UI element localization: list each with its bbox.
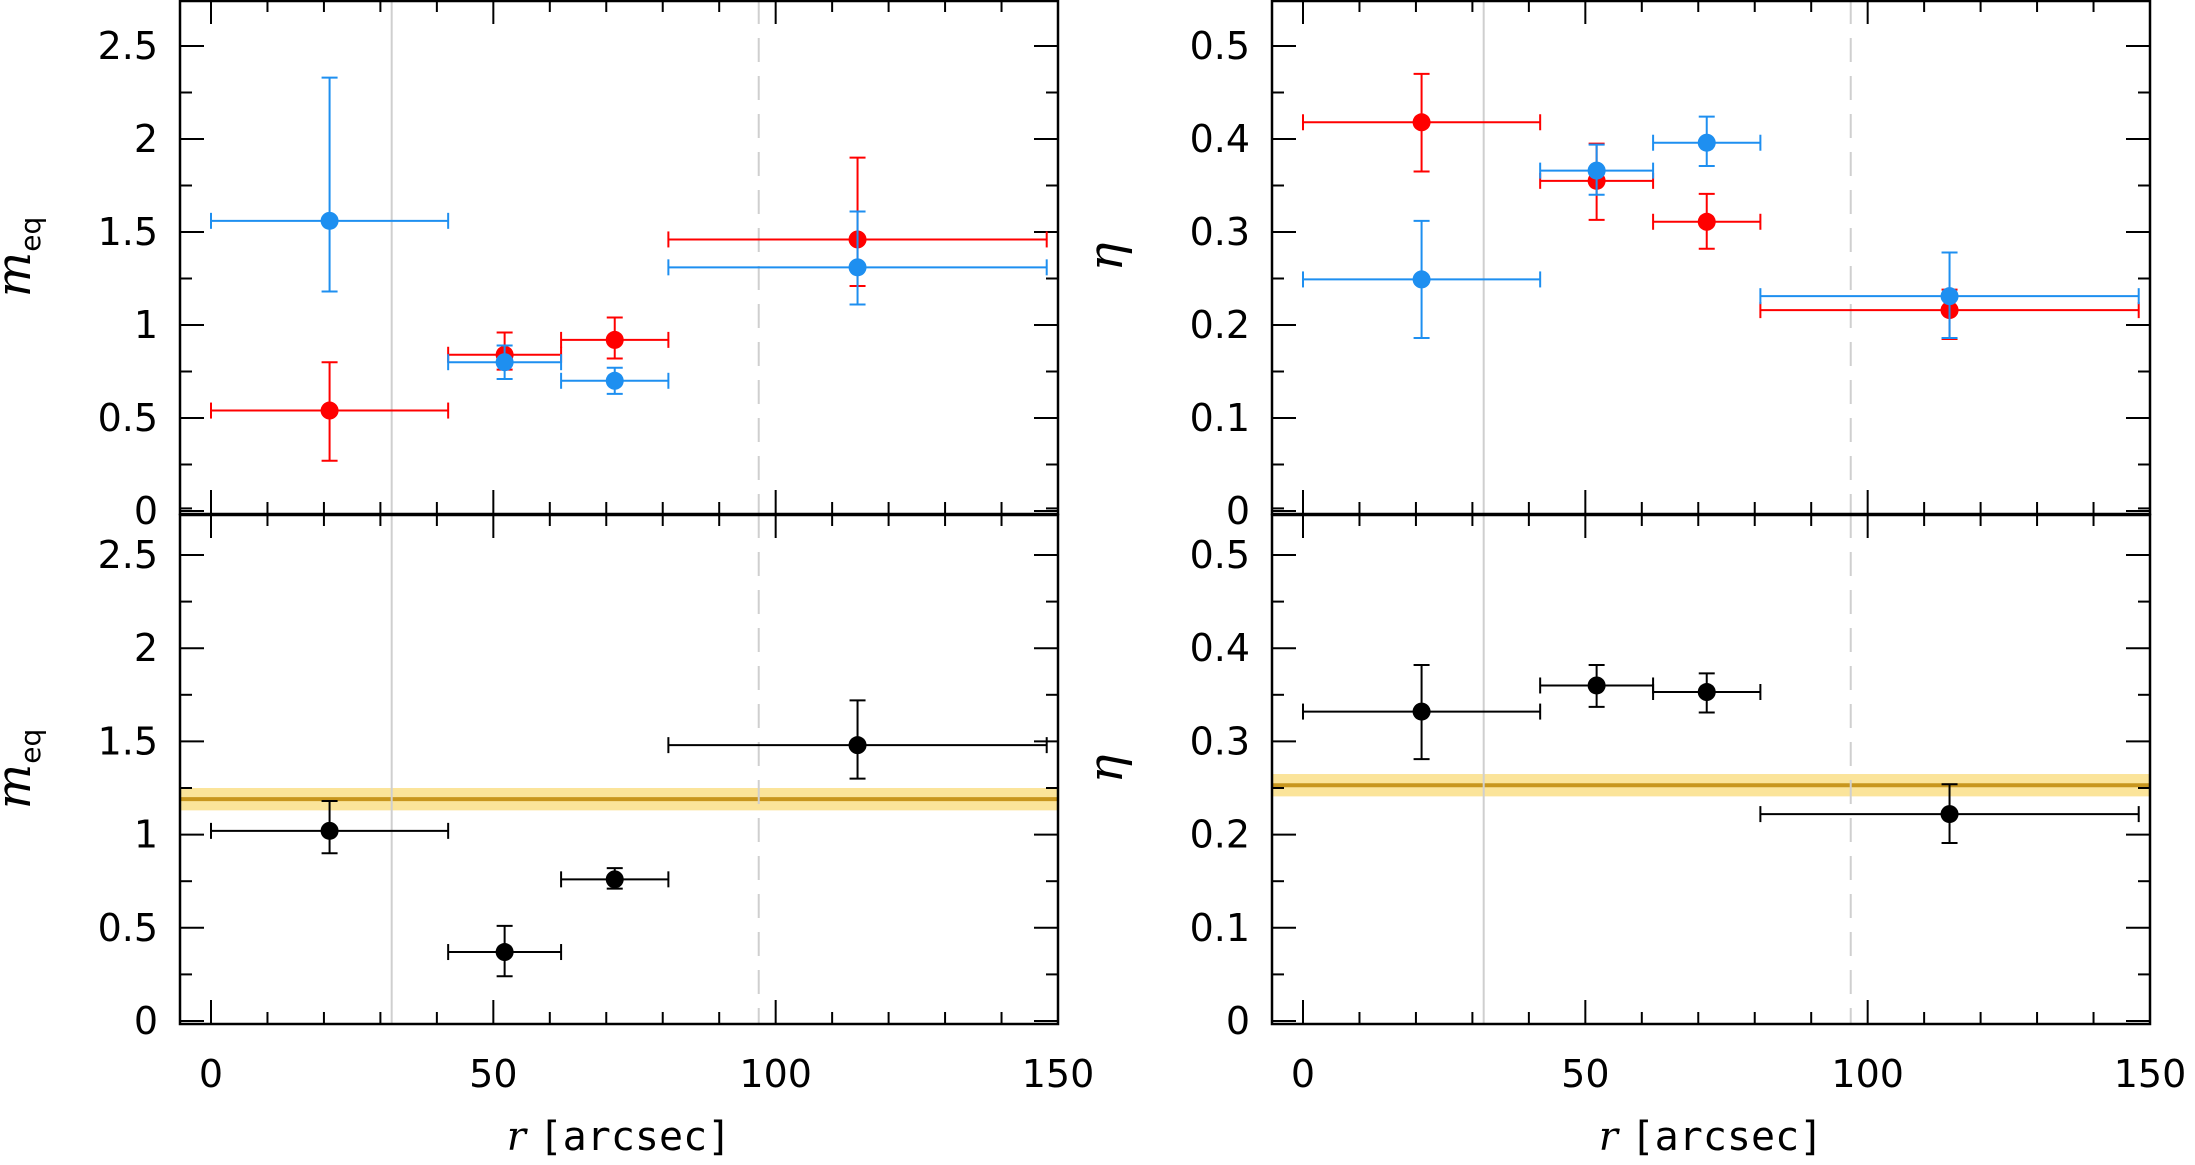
y-tick-label: 0 — [134, 999, 158, 1043]
y-tick-label: 0 — [134, 489, 158, 533]
y-tick-label: 0.5 — [98, 396, 158, 440]
data-point — [320, 211, 339, 230]
y-axis-label-sub: eq — [14, 217, 47, 252]
y-tick-label: 2.5 — [98, 24, 158, 68]
data-point — [848, 736, 867, 755]
data-point — [1587, 676, 1606, 695]
x-tick-label: 50 — [469, 1052, 517, 1096]
data-point — [1697, 683, 1716, 702]
x-tick-label: 100 — [1831, 1052, 1904, 1096]
y-tick-label: 2 — [134, 117, 158, 161]
y-axis-label: η — [1078, 754, 1134, 783]
y-tick-label: 0.5 — [1190, 24, 1250, 68]
data-point — [495, 943, 514, 962]
y-tick-label: 0 — [1226, 999, 1250, 1043]
panel-top-left: 0 0.5 1 1.5 2 2.5 meq — [0, 0, 1060, 533]
x-axis-label: r [arcsec] — [1599, 1114, 1824, 1160]
data-point — [848, 258, 867, 277]
y-tick-label: 0.5 — [98, 906, 158, 950]
y-tick-label: 0.3 — [1190, 210, 1250, 254]
data-point — [1587, 161, 1606, 180]
data-point — [1940, 287, 1959, 306]
data-point — [1412, 270, 1431, 289]
series-blue — [1302, 115, 2140, 340]
data-point — [495, 353, 514, 372]
y-tick-label: 2.5 — [98, 533, 158, 577]
data-point — [1697, 212, 1716, 231]
data-point — [320, 401, 339, 420]
series-combined — [210, 699, 1048, 978]
data-point — [605, 371, 624, 390]
y-tick-label: 1 — [134, 303, 158, 347]
y-tick-label: 0.1 — [1190, 396, 1250, 440]
data-point — [605, 870, 624, 889]
series-combined — [1302, 663, 2140, 844]
y-tick-label: 0.3 — [1190, 719, 1250, 763]
x-axis-label: r [arcsec] — [507, 1114, 732, 1160]
panel-bottom-left: 0 0.5 1 1.5 2 2.5 0 50 100 150 r [arcsec] meq — [0, 507, 1095, 1160]
y-tick-label: 0.1 — [1190, 906, 1250, 950]
y-tick-label: 1.5 — [98, 210, 158, 254]
y-tick-label: 0.4 — [1190, 626, 1250, 670]
plot-frame — [178, 0, 1060, 516]
series-red — [1302, 72, 2140, 340]
plot-frame — [1270, 0, 2152, 516]
y-tick-label: 1.5 — [98, 719, 158, 763]
x-axis-var: r — [507, 1114, 539, 1160]
y-tick-label: 1 — [134, 813, 158, 857]
y-tick-label: 0.4 — [1190, 117, 1250, 161]
data-point — [1697, 133, 1716, 152]
y-axis-label: meq — [0, 217, 47, 298]
x-axis-unit: [arcsec] — [1631, 1114, 1824, 1160]
x-axis-unit: [arcsec] — [539, 1114, 732, 1160]
x-tick-label: 100 — [739, 1052, 812, 1096]
data-point — [1412, 113, 1431, 132]
y-tick-label: 0.2 — [1190, 303, 1250, 347]
data-point — [1940, 805, 1959, 824]
data-point — [1412, 702, 1431, 721]
y-tick-label: 0 — [1226, 489, 1250, 533]
y-axis-label: meq — [0, 729, 47, 810]
x-tick-label: 150 — [2114, 1052, 2187, 1096]
y-axis-label-sub: eq — [14, 729, 47, 764]
data-point — [320, 821, 339, 840]
x-axis-var: r — [1599, 1114, 1631, 1160]
data-point — [605, 330, 624, 349]
series-blue — [210, 76, 1048, 395]
panel-top-right: 0 0.1 0.2 0.3 0.4 0.5 η — [1078, 0, 2152, 533]
plot-frame — [1270, 513, 2152, 1026]
y-tick-label: 0.2 — [1190, 813, 1250, 857]
series-red — [210, 156, 1048, 462]
x-tick-label: 50 — [1561, 1052, 1609, 1096]
x-tick-label: 0 — [1291, 1052, 1315, 1096]
y-tick-label: 0.5 — [1190, 533, 1250, 577]
panel-bottom-right: 0 0.1 0.2 0.3 0.4 0.5 0 50 100 150 r [arcsec] η — [1078, 507, 2187, 1160]
x-tick-label: 0 — [199, 1052, 223, 1096]
y-axis-label-main: m — [0, 252, 42, 298]
y-axis-label: η — [1078, 242, 1134, 271]
y-axis-label-main: m — [0, 764, 42, 810]
plot-frame — [178, 513, 1060, 1026]
x-tick-label: 150 — [1022, 1052, 1095, 1096]
y-tick-label: 2 — [134, 626, 158, 670]
